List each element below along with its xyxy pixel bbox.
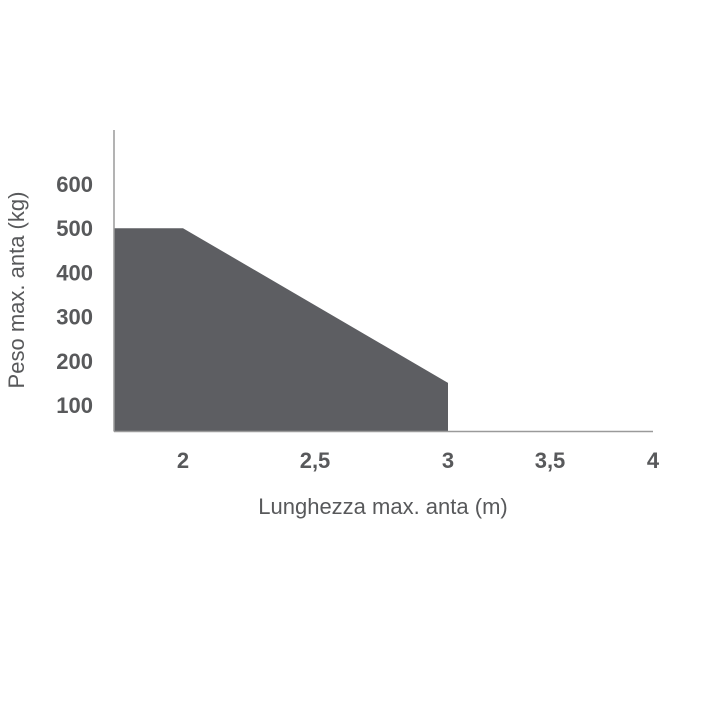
x-axis-label: Lunghezza max. anta (m): [258, 494, 507, 519]
y-tick-label: 400: [56, 260, 93, 285]
y-tick-label: 200: [56, 349, 93, 374]
x-tick-label: 3,5: [535, 448, 566, 473]
x-tick-label: 2,5: [300, 448, 331, 473]
y-tick-label: 600: [56, 172, 93, 197]
y-tick-label: 500: [56, 216, 93, 241]
y-axis-label: Peso max. anta (kg): [4, 192, 29, 389]
x-tick-label: 2: [177, 448, 189, 473]
x-tick-label: 4: [647, 448, 660, 473]
y-tick-label: 100: [56, 393, 93, 418]
y-tick-label: 300: [56, 305, 93, 330]
x-tick-label: 3: [442, 448, 454, 473]
area-series: [114, 228, 448, 432]
